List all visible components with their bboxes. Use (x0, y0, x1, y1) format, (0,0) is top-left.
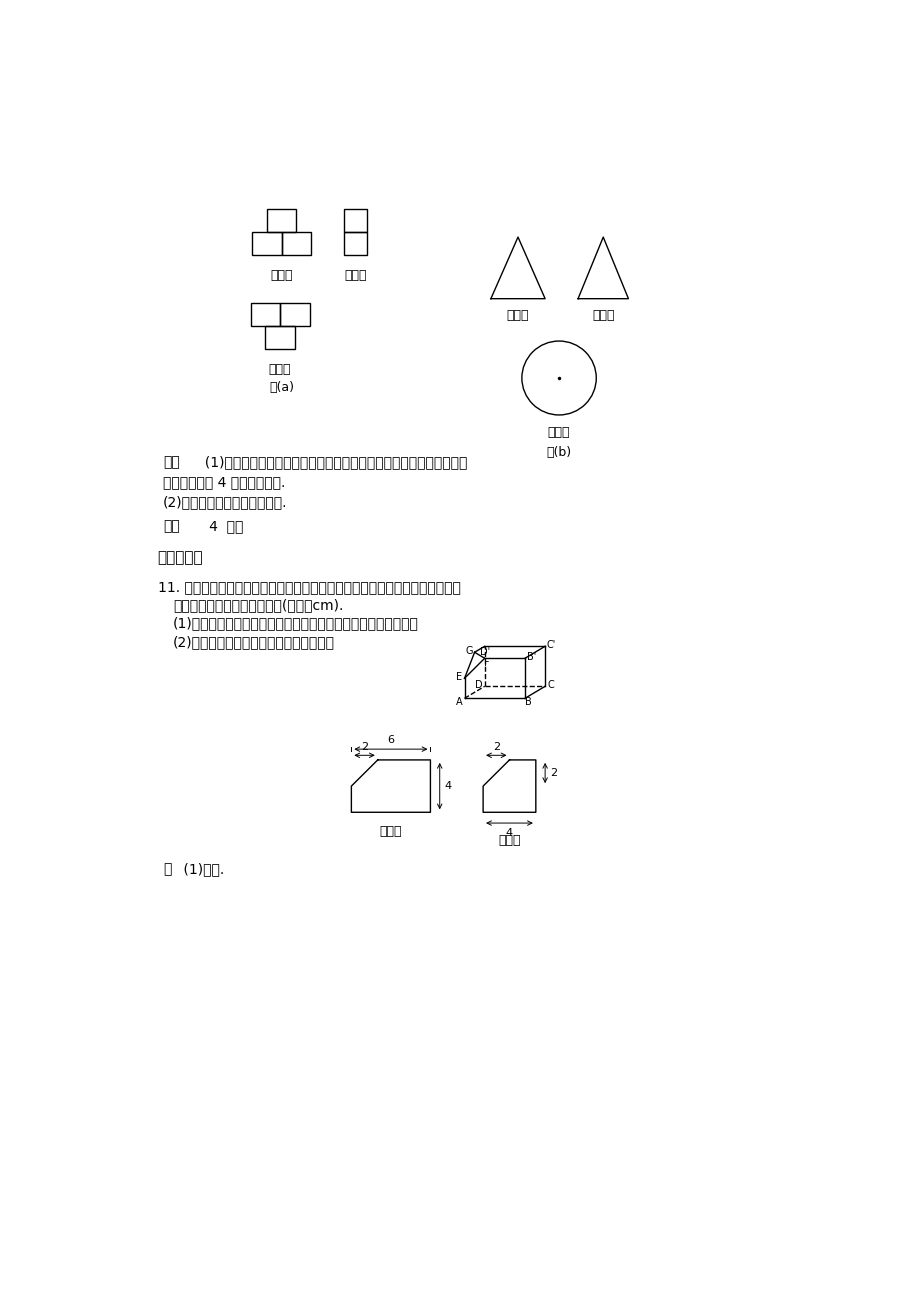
Bar (250, 302, 279, 326)
Bar (279, 302, 309, 326)
Bar (252, 232, 281, 255)
Text: F: F (483, 658, 489, 668)
Text: 解: 解 (163, 862, 171, 876)
Text: 侧视图: 侧视图 (344, 268, 366, 281)
Text: A: A (455, 697, 462, 707)
Text: 2: 2 (550, 768, 556, 779)
Text: 三、解答题: 三、解答题 (157, 551, 203, 565)
Text: 侧视图: 侧视图 (591, 310, 614, 323)
Text: 图(b): 图(b) (546, 445, 571, 458)
Text: 4  圆锥: 4 圆锥 (196, 519, 243, 534)
Bar (281, 232, 311, 255)
Text: 正视图: 正视图 (506, 310, 528, 323)
Text: C': C' (546, 639, 555, 650)
Text: (1)在主视图下面，按照画三视图的要求画出该多面体的俯视图；: (1)在主视图下面，按照画三视图的要求画出该多面体的俯视图； (173, 617, 418, 630)
Text: B: B (525, 697, 532, 707)
Text: G: G (465, 646, 472, 656)
Text: 11. 如下的三个图中，上面的是一个长方体截去一个角所得多面体的直观图，它: 11. 如下的三个图中，上面的是一个长方体截去一个角所得多面体的直观图，它 (157, 579, 460, 594)
Text: 6: 6 (387, 734, 394, 745)
Text: 2: 2 (493, 742, 499, 753)
Text: C: C (548, 680, 554, 690)
Text: 正视图: 正视图 (270, 268, 292, 281)
Text: 解析: 解析 (163, 454, 179, 469)
Text: 俯视图: 俯视图 (268, 362, 291, 375)
Text: 正视图: 正视图 (380, 824, 402, 837)
Text: 断几何体共由 4 块长方体组成.: 断几何体共由 4 块长方体组成. (163, 475, 285, 490)
Text: 4: 4 (444, 781, 451, 792)
Text: E: E (456, 672, 461, 682)
Text: 4: 4 (505, 828, 513, 837)
Bar (267, 208, 296, 232)
Text: 的主视图和左视图在下面画出(单位：cm).: 的主视图和左视图在下面画出(单位：cm). (173, 598, 343, 612)
Bar (344, 232, 367, 255)
Bar (344, 208, 367, 232)
Text: 侧视图: 侧视图 (498, 833, 520, 846)
Text: 2: 2 (360, 742, 368, 753)
Text: (1)由三视图可知从正面看到三块，从侧面看到三块，结合俯视图可判: (1)由三视图可知从正面看到三块，从侧面看到三块，结合俯视图可判 (196, 454, 467, 469)
Text: (2)由三视图可知几何体为圆锥.: (2)由三视图可知几何体为圆锥. (163, 495, 288, 509)
Text: 答案: 答案 (163, 519, 179, 534)
Text: (1)如图.: (1)如图. (178, 862, 223, 876)
Bar (265, 326, 294, 349)
Text: D: D (475, 680, 482, 690)
Text: 图(a): 图(a) (269, 381, 294, 395)
Text: 俯视图: 俯视图 (547, 426, 570, 439)
Text: B': B' (526, 652, 535, 661)
Text: (2)按照给出的尺寸，求该多面体的体积；: (2)按照给出的尺寸，求该多面体的体积； (173, 635, 335, 650)
Text: D': D' (479, 647, 489, 656)
